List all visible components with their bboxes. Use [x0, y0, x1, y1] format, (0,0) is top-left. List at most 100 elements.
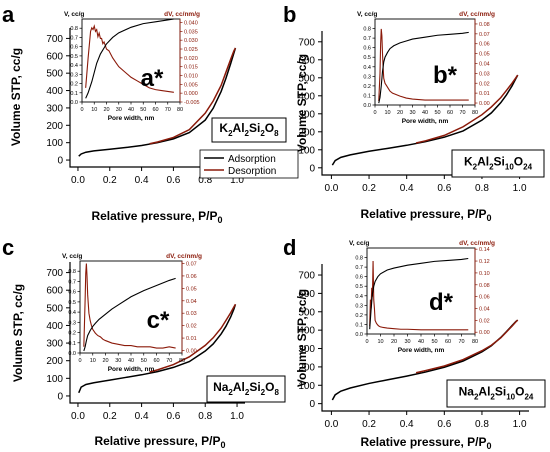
- panel-b-series-desorption-line: [415, 74, 519, 144]
- inset-x-tick-label: 80: [177, 107, 183, 113]
- inset-right-tick-label: 0.10: [479, 271, 490, 277]
- inset-left-tick-label: 0.6: [68, 290, 76, 296]
- panel-a-xtick-label: 0.4: [135, 175, 149, 186]
- inset-x-tick-label: 80: [179, 358, 185, 364]
- inset-left-tick-label: 0.6: [355, 275, 363, 281]
- panel-c-ytick-label: 700: [46, 268, 63, 279]
- inset-left-tick-label: 0.1: [355, 322, 363, 328]
- inset-left-tick-label: 0.5: [363, 55, 371, 61]
- inset-right-tick-label: 0.015: [184, 65, 198, 71]
- inset-right-axis-label: dV, cc/nm/g: [164, 11, 200, 18]
- inset-x-tick-label: 10: [91, 107, 97, 113]
- panel-d-ytick-label: 500: [298, 307, 315, 318]
- inset-left-tick-label: 0.8: [68, 269, 76, 275]
- panel-b-ytick-label: 100: [298, 145, 315, 156]
- inset-x-tick-label: 0: [78, 358, 81, 364]
- panel-a-xlabel: Relative pressure, P/P0: [91, 209, 222, 225]
- panel-b-xtick-label: 1.0: [513, 183, 527, 194]
- inset-left-tick-label: 0.5: [355, 284, 363, 290]
- inset-left-tick-label: 0.0: [355, 332, 363, 338]
- inset-left-tick-label: 0.3: [70, 72, 78, 78]
- panel-b-ytick-label: 700: [298, 37, 315, 48]
- panel-d-xtick-label: 0.4: [400, 419, 414, 430]
- inset-right-tick-label: 0.020: [184, 56, 198, 62]
- inset-x-tick-label: 70: [165, 107, 171, 113]
- inset-x-tick-label: 20: [102, 358, 108, 364]
- panel-c-xtick-label: 0.2: [103, 411, 117, 422]
- inset-x-tick-label: 30: [115, 358, 121, 364]
- compound-box: [206, 375, 286, 403]
- panel-d-xtick-label: 0.0: [324, 419, 338, 430]
- inset-left-tick-label: 0.7: [363, 36, 371, 42]
- panel-b-xlabel: Relative pressure, P/P0: [360, 207, 491, 223]
- inset-right-tick-label: 0.08: [479, 22, 490, 28]
- inset-right-tick-label: 0.01: [186, 336, 197, 342]
- panel-b-xtick-label: 0.4: [400, 183, 414, 194]
- inset-x-tick-label: 30: [116, 107, 122, 113]
- inset-x-tick-label: 40: [128, 107, 134, 113]
- inset-left-tick-label: 0.6: [363, 46, 371, 52]
- inset-x-tick-label: 0: [365, 339, 368, 345]
- inset-x-tick-label: 30: [409, 110, 415, 116]
- panel-a-series-desorption-line: [149, 47, 237, 145]
- inset-x-tick-label: 40: [418, 339, 424, 345]
- inset-x-tick-label: 50: [140, 107, 146, 113]
- panel-d-ylabel: Volume STP, cc/g: [295, 289, 309, 387]
- panel-b-ytick-label: 500: [298, 73, 315, 84]
- inset-right-tick-label: 0.06: [479, 295, 490, 301]
- panel-a-ytick-label: 600: [46, 51, 63, 62]
- panel-d-inset-tag: d*: [429, 289, 454, 316]
- panel-a-compound-label: K2Al2Si2O8: [211, 117, 287, 143]
- panel-a-xtick-label: 0.6: [166, 175, 180, 186]
- panel-d-ytick-label: 100: [298, 381, 315, 392]
- inset-pore-distribution-line: [83, 263, 176, 349]
- inset-right-axis-label: dV, cc/nm/g: [459, 240, 495, 247]
- inset-x-axis-label: Pore width, nm: [108, 115, 155, 122]
- inset-x-tick-label: 80: [472, 339, 478, 345]
- inset-x-axis-label: Pore width, nm: [108, 366, 155, 373]
- panel-d-ytick-label: 0: [309, 399, 315, 410]
- inset-left-tick-label: 0.8: [363, 27, 371, 33]
- inset-right-tick-label: 0.08: [479, 283, 490, 289]
- inset-right-tick-label: 0.04: [479, 61, 490, 67]
- panel-d-ytick-label: 400: [298, 326, 315, 337]
- panel-c-ytick-label: 300: [46, 339, 63, 350]
- panel-b-ytick-label: 300: [298, 109, 315, 120]
- inset-pore-distribution-line: [378, 28, 469, 102]
- inset-left-tick-label: 0.3: [355, 303, 363, 309]
- inset-right-tick-label: 0.00: [186, 349, 197, 355]
- panel-d-ytick-label: 600: [298, 289, 315, 300]
- inset-x-tick-label: 60: [153, 358, 159, 364]
- panel-b-xtick-label: 0.8: [475, 183, 489, 194]
- panel-c-xtick-label: 0.4: [135, 411, 149, 422]
- inset-right-tick-label: 0.12: [479, 259, 490, 265]
- inset-left-tick-label: 0.3: [363, 74, 371, 80]
- panel-c-inset: 0.0 0.1 0.2 0.3 0.4 0.5 0.6 0.7 0.8 0.00 0.01 0.02 0…: [62, 253, 202, 373]
- legend-box: [199, 149, 299, 179]
- inset-right-tick-label: 0.010: [184, 74, 198, 80]
- inset-frame: [366, 247, 476, 335]
- panel-d-xlabel: Relative pressure, P/P0: [360, 435, 491, 451]
- panel-b-inset-tag: b*: [433, 62, 458, 89]
- panel-d-ytick-label: 200: [298, 362, 315, 373]
- panel-b-compound-label: K2Al2Si10O24: [451, 149, 545, 178]
- panel-a-inset: 0.0 0.1 0.2 0.3 0.4 0.5 0.6 0.7 0.8 -0.005 0.000 0.…: [64, 11, 200, 122]
- inset-right-tick-label: 0.06: [186, 274, 197, 280]
- inset-right-tick-label: 0.00: [479, 330, 490, 336]
- compound-formula: K2Al2Si10O24: [464, 155, 533, 172]
- inset-x-tick-label: 10: [377, 339, 383, 345]
- inset-x-tick-label: 50: [431, 339, 437, 345]
- panel-c-ytick-label: 0: [57, 391, 63, 402]
- inset-right-tick-label: 0.03: [479, 71, 490, 77]
- inset-x-tick-label: 70: [166, 358, 172, 364]
- panel-c-ytick-label: 500: [46, 303, 63, 314]
- inset-x-tick-label: 40: [422, 110, 428, 116]
- panel-c-ylabel: Volume STP, cc/g: [11, 284, 25, 382]
- panel-a-xtick-label: 0.2: [103, 175, 117, 186]
- inset-x-tick-label: 30: [404, 339, 410, 345]
- panel-d-xtick-label: 0.8: [475, 419, 489, 430]
